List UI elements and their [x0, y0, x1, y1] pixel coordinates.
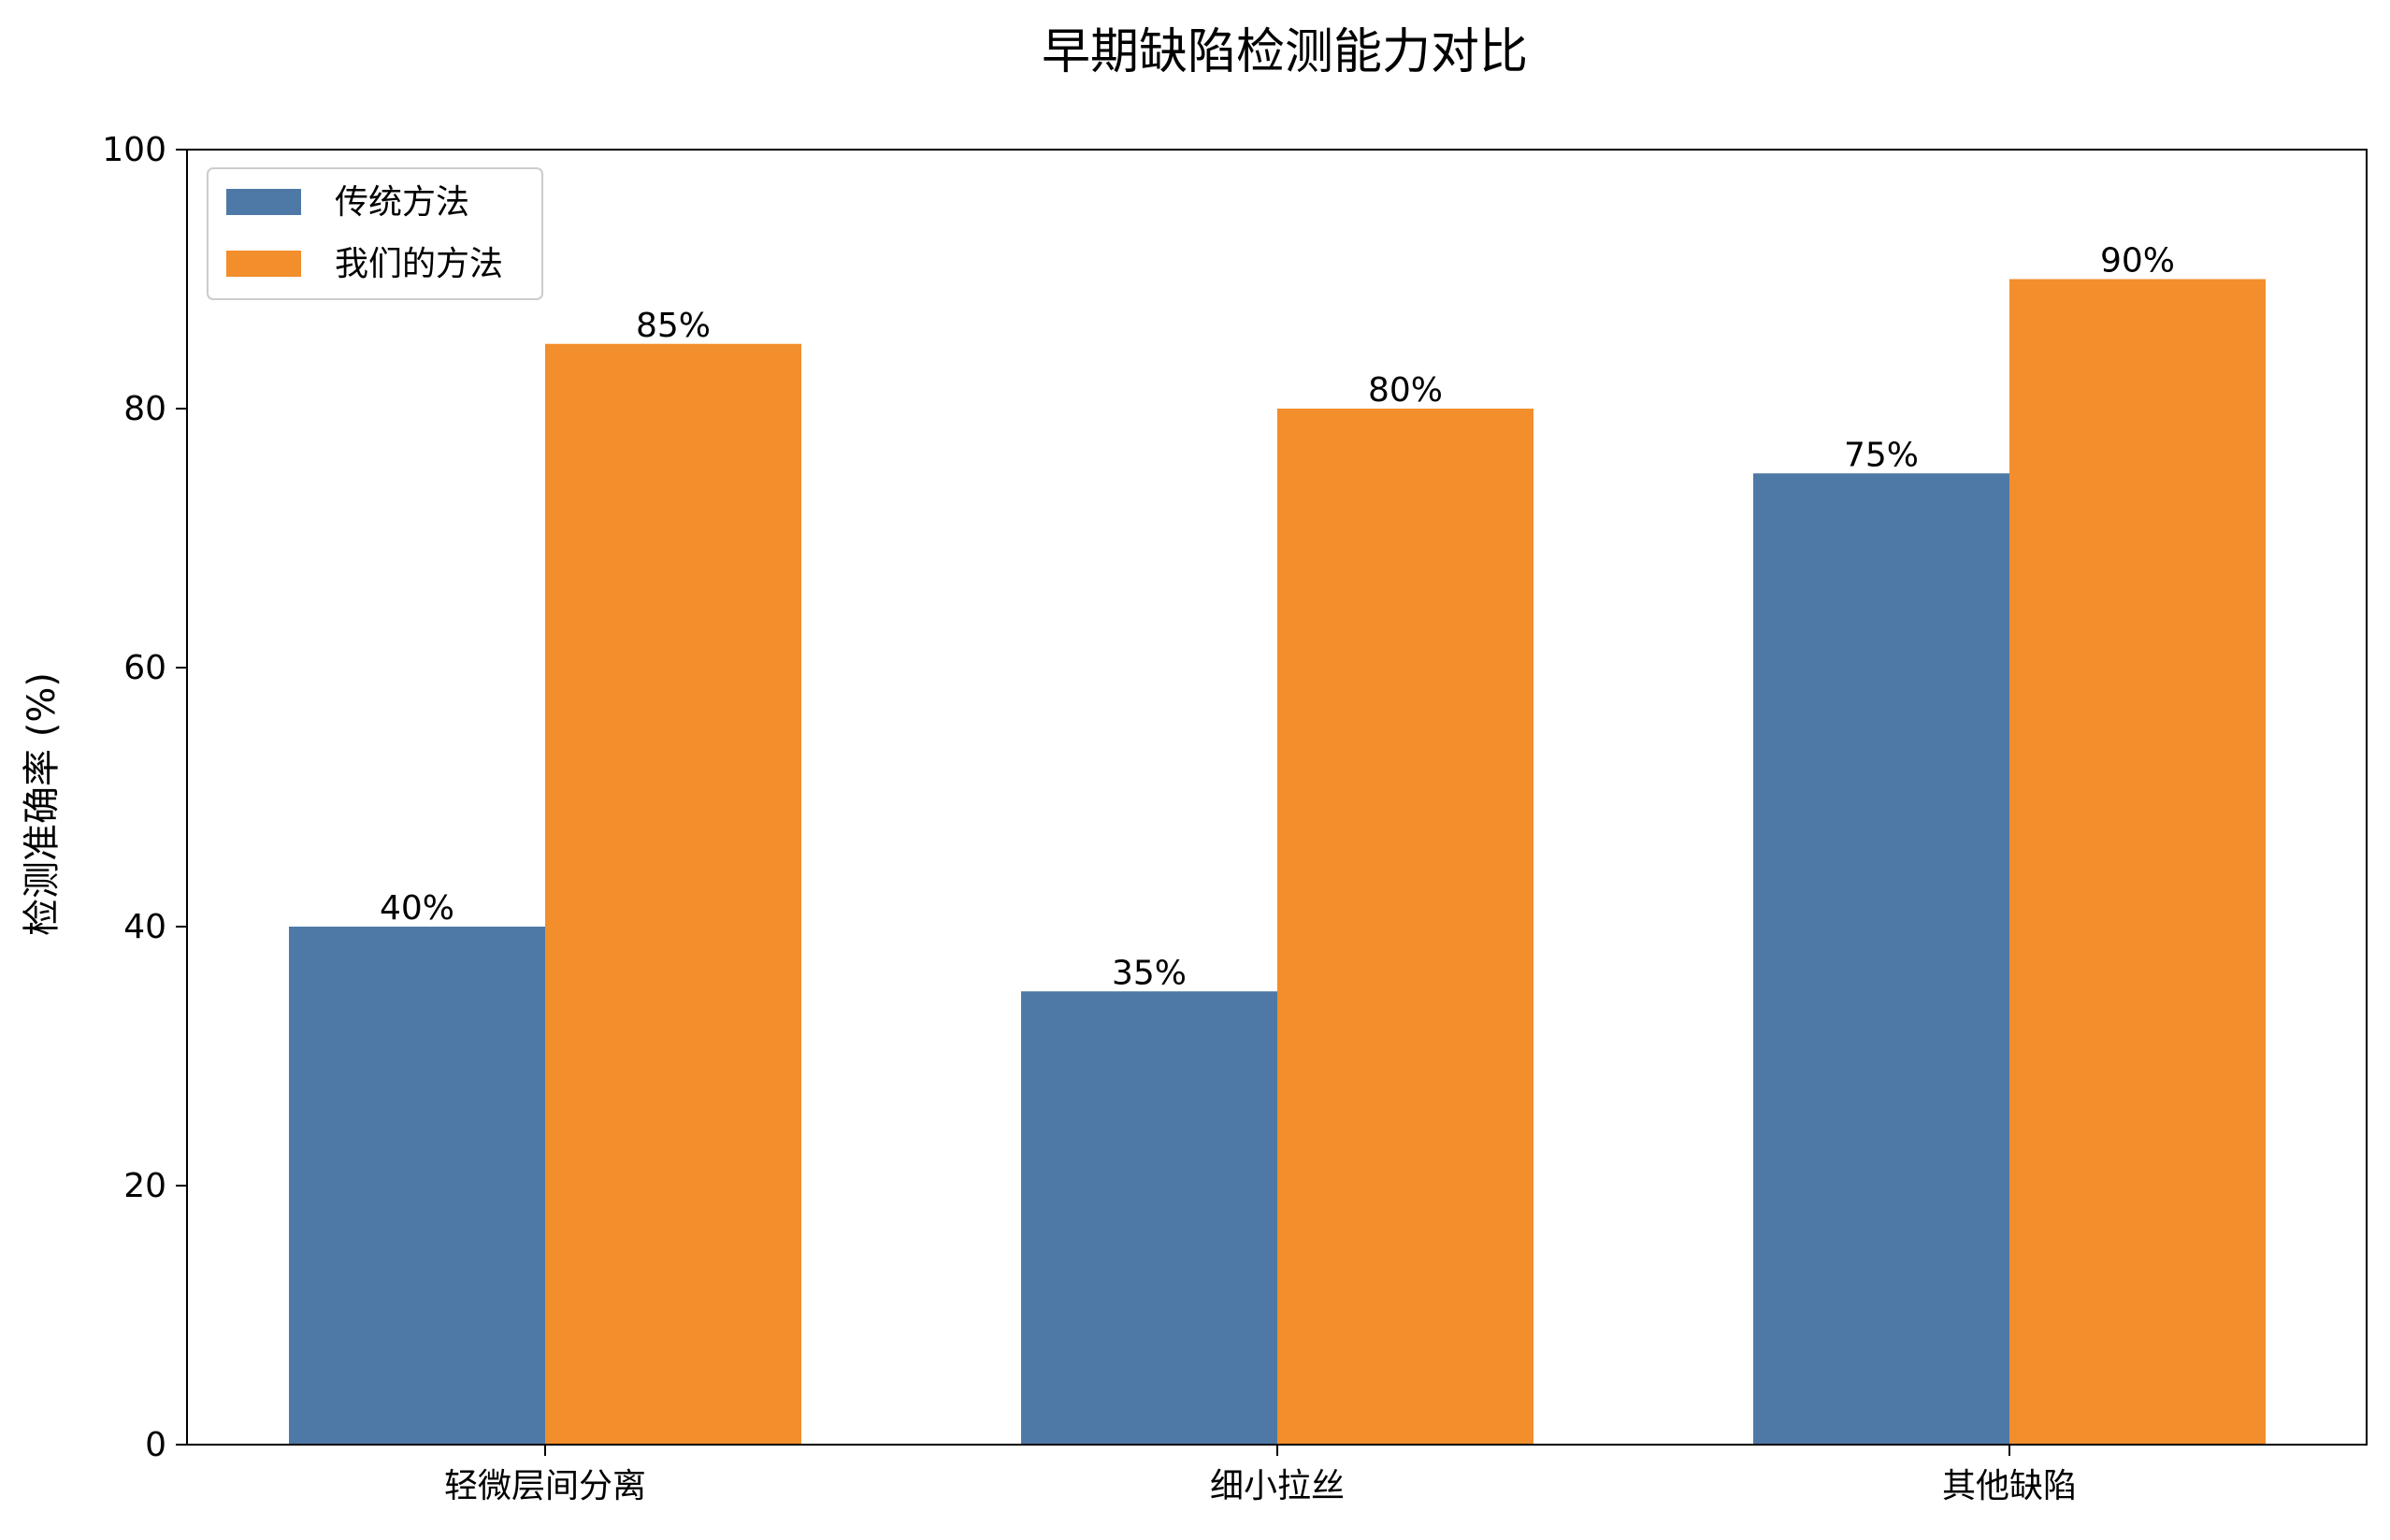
plot-frame	[186, 149, 2368, 1446]
y-tick-label-3: 60	[123, 649, 166, 687]
bar-label-traditional-2: 75%	[1844, 436, 1919, 474]
legend-label-traditional: 传统方法	[335, 183, 469, 222]
y-tick-label-4: 80	[123, 390, 166, 428]
bar-ours-1	[1277, 409, 1533, 1445]
y-tick-label-5: 100	[102, 131, 166, 169]
bar-traditional-2	[1753, 473, 2009, 1445]
y-axis-label: 检测准确率 (%)	[21, 672, 64, 936]
bars-layer: 40% 35% 75% 85% 80% 90%	[289, 242, 2266, 1445]
y-tick-label-0: 0	[145, 1426, 166, 1464]
legend-swatch-ours	[226, 251, 301, 277]
legend-swatch-traditional	[226, 189, 301, 215]
bar-label-ours-1: 80%	[1368, 371, 1443, 410]
y-tick-label-1: 20	[123, 1167, 166, 1205]
y-ticks-layer: 0 20 40 60 80 100	[102, 131, 187, 1464]
bar-traditional-1	[1021, 991, 1277, 1445]
legend: 传统方法 我们的方法	[207, 167, 543, 300]
chart-title: 早期缺陷检测能力对比	[1042, 24, 1528, 80]
y-tick-label-2: 40	[123, 908, 166, 946]
bar-ours-2	[2009, 279, 2266, 1445]
bar-traditional-0	[289, 927, 545, 1445]
bar-label-ours-2: 90%	[2100, 242, 2175, 281]
x-tick-label-0: 轻微层间分离	[444, 1467, 646, 1505]
bar-label-traditional-0: 40%	[380, 889, 454, 928]
bar-label-traditional-1: 35%	[1112, 954, 1187, 992]
x-tick-label-1: 细小拉丝	[1210, 1467, 1345, 1505]
x-tick-label-2: 其他缺陷	[1942, 1467, 2077, 1505]
bar-ours-0	[545, 343, 801, 1445]
legend-label-ours: 我们的方法	[335, 245, 503, 283]
bar-label-ours-0: 85%	[636, 307, 711, 345]
x-ticks-layer: 轻微层间分离 细小拉丝 其他缺陷	[444, 1445, 2077, 1505]
